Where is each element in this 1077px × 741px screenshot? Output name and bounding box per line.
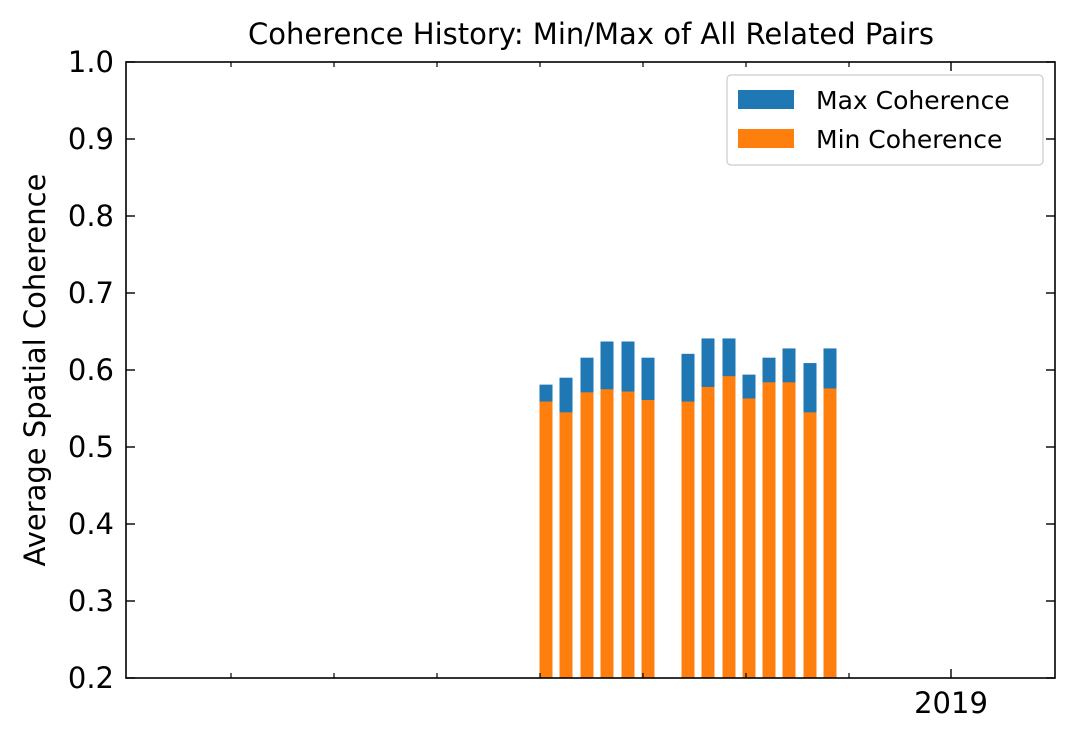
y-tick-labels: 0.2 0.3 0.4 0.5 0.6 0.7 0.8 0.9 1.0	[68, 45, 114, 695]
legend-label: Min Coherence	[816, 125, 1002, 154]
min-coherence-bar	[580, 392, 594, 678]
min-coherence-bar	[782, 382, 796, 678]
x-tick-label: 2019	[914, 686, 988, 720]
y-tick-label: 0.9	[68, 122, 114, 156]
y-axis-label: Average Spatial Coherence	[18, 174, 52, 567]
min-coherence-bar	[559, 412, 573, 678]
legend-swatch	[738, 129, 794, 148]
x-tick-labels: 2019	[914, 686, 988, 720]
min-coherence-bar	[701, 386, 715, 678]
min-coherence-bar	[742, 398, 756, 678]
y-tick-label: 1.0	[68, 45, 114, 79]
y-tick-label: 0.3	[68, 584, 114, 618]
legend-label: Max Coherence	[816, 86, 1010, 115]
bar-group	[539, 338, 837, 678]
legend-swatch	[738, 90, 794, 109]
min-coherence-bar	[641, 400, 655, 678]
min-coherence-bar	[823, 388, 837, 678]
legend: Max Coherence Min Coherence	[726, 74, 1044, 166]
y-tick-label: 0.7	[68, 276, 114, 310]
y-tick-label: 0.2	[68, 661, 114, 695]
plot-frame	[125, 61, 1056, 679]
min-coherence-bar	[681, 401, 695, 678]
y-tick-label: 0.4	[68, 507, 114, 541]
min-coherence-bar	[600, 389, 614, 678]
min-coherence-bar	[539, 401, 553, 678]
min-coherence-bar	[722, 376, 736, 678]
min-coherence-bar	[762, 382, 776, 678]
legend-frame	[726, 74, 1044, 166]
y-tick-label: 0.8	[68, 199, 114, 233]
y-tick-label: 0.6	[68, 353, 114, 387]
min-coherence-bar	[803, 412, 817, 678]
y-tick-label: 0.5	[68, 430, 114, 464]
min-coherence-bar	[621, 391, 635, 678]
chart-title: Coherence History: Min/Max of All Relate…	[248, 17, 934, 51]
